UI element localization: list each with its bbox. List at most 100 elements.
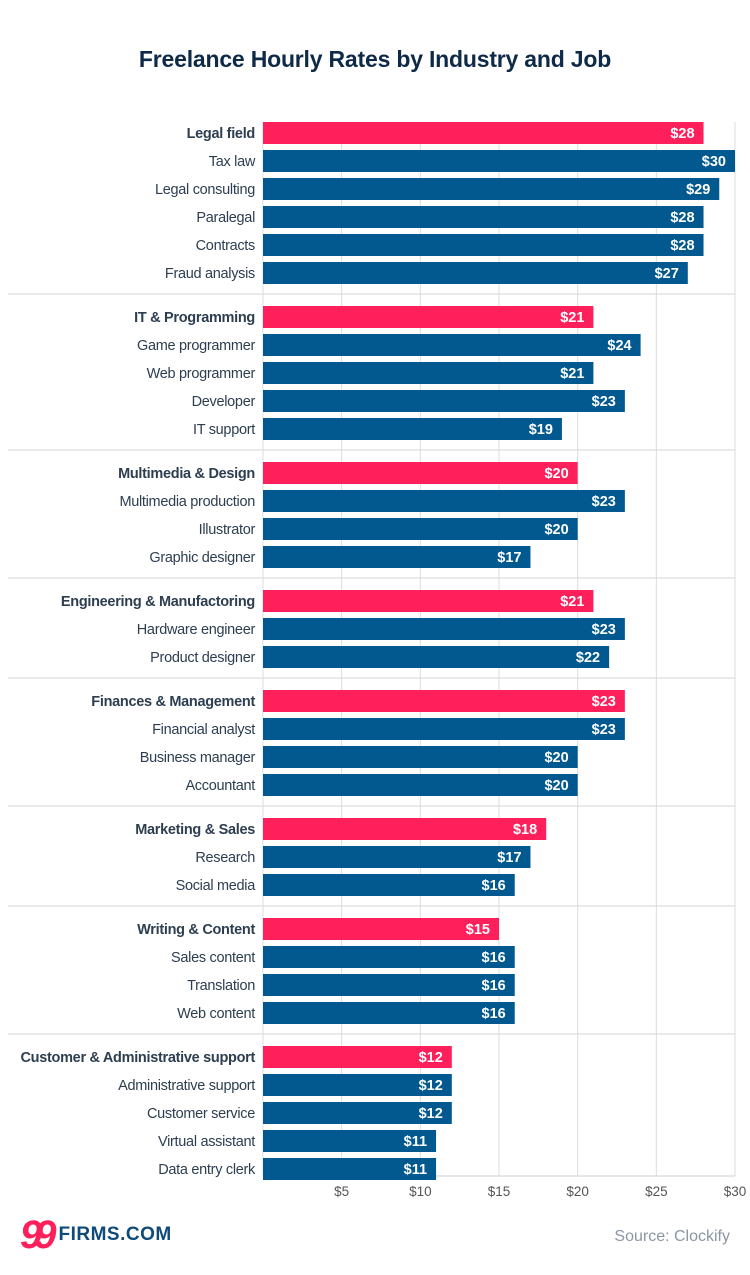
group-label: IT & Programming <box>134 310 255 326</box>
bar-value-label: $29 <box>686 182 710 198</box>
group-bar <box>263 690 625 712</box>
bar-value-label: $16 <box>482 878 506 894</box>
job-bar <box>263 518 578 540</box>
job-bar <box>263 1074 452 1096</box>
job-label: Graphic designer <box>149 550 255 566</box>
job-bar <box>263 974 515 996</box>
job-label: Virtual assistant <box>158 1134 255 1150</box>
chart-title: Freelance Hourly Rates by Industry and J… <box>138 46 612 72</box>
job-bar <box>263 1158 437 1180</box>
group-bar <box>263 122 704 144</box>
source-note: Source: Clockify <box>614 1228 730 1245</box>
job-label: Fraud analysis <box>165 266 255 282</box>
x-tick-label: $10 <box>409 1184 432 1199</box>
bar-value-label: $28 <box>670 210 694 226</box>
bar-value-label: $23 <box>592 394 616 410</box>
job-bar <box>263 234 704 256</box>
group-bar <box>263 818 547 840</box>
job-bar <box>263 1002 515 1024</box>
job-bar <box>263 1102 452 1124</box>
job-label: Contracts <box>196 238 255 254</box>
job-bar <box>263 774 578 796</box>
bar-value-label: $30 <box>702 154 726 170</box>
bar-value-label: $12 <box>419 1106 443 1122</box>
logo-digits: 99 <box>20 1213 56 1257</box>
bar-value-label: $12 <box>419 1050 443 1066</box>
bar-value-label: $21 <box>560 366 584 382</box>
bar-value-label: $23 <box>592 694 616 710</box>
job-label: Legal consulting <box>155 182 255 198</box>
bar-value-label: $23 <box>592 722 616 738</box>
job-bar <box>263 362 594 384</box>
x-tick-label: $5 <box>334 1184 349 1199</box>
job-bar <box>263 874 515 896</box>
group-bar <box>263 590 594 612</box>
x-tick-label: $30 <box>724 1184 747 1199</box>
bar-value-label: $19 <box>529 422 553 438</box>
group-label: Legal field <box>187 126 255 142</box>
job-bar <box>263 746 578 768</box>
group-bar <box>263 1046 452 1068</box>
job-bar <box>263 418 562 440</box>
job-bar <box>263 546 531 568</box>
group-label: Writing & Content <box>137 922 255 938</box>
group-label: Engineering & Manufactoring <box>61 594 255 610</box>
job-label: Accountant <box>185 778 255 794</box>
job-label: Hardware engineer <box>137 622 256 638</box>
x-tick-label: $25 <box>645 1184 668 1199</box>
job-label: Product designer <box>150 650 255 666</box>
group-bar <box>263 306 594 328</box>
bar-value-label: $18 <box>513 822 537 838</box>
job-bar <box>263 490 625 512</box>
group-label: Customer & Administrative support <box>21 1050 256 1066</box>
job-bar <box>263 178 720 200</box>
job-label: Financial analyst <box>152 722 255 738</box>
bar-value-label: $16 <box>482 1006 506 1022</box>
x-tick-label: $20 <box>566 1184 589 1199</box>
job-label: Tax law <box>209 154 256 170</box>
bar-value-label: $12 <box>419 1078 443 1094</box>
bar-value-label: $24 <box>607 338 631 354</box>
bar-value-label: $28 <box>670 126 694 142</box>
group-label: Multimedia & Design <box>118 466 255 482</box>
bar-value-label: $16 <box>482 978 506 994</box>
job-bar <box>263 718 625 740</box>
job-label: Multimedia production <box>119 494 255 510</box>
job-bar <box>263 390 625 412</box>
bar-value-label: $20 <box>544 522 568 538</box>
job-label: Data entry clerk <box>158 1162 256 1178</box>
group-bar <box>263 462 578 484</box>
bar-value-label: $21 <box>560 310 584 326</box>
job-bar <box>263 334 641 356</box>
job-bar <box>263 206 704 228</box>
x-tick-label: $15 <box>488 1184 511 1199</box>
job-bar <box>263 846 531 868</box>
bar-value-label: $15 <box>466 922 490 938</box>
job-bar <box>263 618 625 640</box>
job-label: IT support <box>193 422 255 438</box>
job-label: Paralegal <box>196 210 255 226</box>
job-bar <box>263 262 688 284</box>
job-label: Social media <box>176 878 257 894</box>
bar-value-label: $20 <box>544 778 568 794</box>
job-bar <box>263 646 610 668</box>
group-label: Finances & Management <box>91 694 255 710</box>
job-label: Research <box>195 850 255 866</box>
bar-value-label: $21 <box>560 594 584 610</box>
bar-value-label: $27 <box>655 266 679 282</box>
group-bar <box>263 918 499 940</box>
bar-value-label: $23 <box>592 494 616 510</box>
bar-value-label: $23 <box>592 622 616 638</box>
bar-value-label: $17 <box>497 850 521 866</box>
job-label: Game programmer <box>137 338 255 354</box>
group-label: Marketing & Sales <box>135 822 255 838</box>
bar-value-label: $22 <box>576 650 600 666</box>
job-bar <box>263 946 515 968</box>
job-label: Developer <box>192 394 256 410</box>
job-label: Business manager <box>140 750 256 766</box>
bar-value-label: $20 <box>544 750 568 766</box>
job-label: Translation <box>187 978 255 994</box>
logo: 99 FIRMS.COM <box>20 1215 172 1255</box>
bar-value-label: $11 <box>404 1162 427 1178</box>
